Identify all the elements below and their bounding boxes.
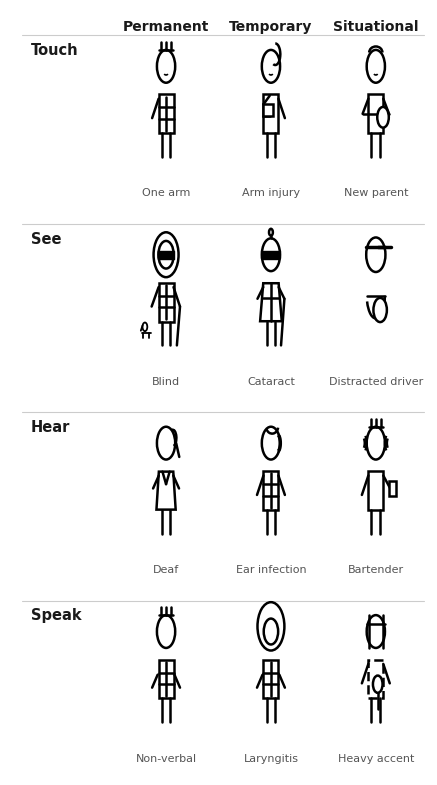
Circle shape xyxy=(262,239,280,271)
Circle shape xyxy=(366,237,385,272)
Polygon shape xyxy=(156,472,176,509)
Circle shape xyxy=(269,229,273,236)
Polygon shape xyxy=(260,283,282,321)
Circle shape xyxy=(367,427,385,459)
Circle shape xyxy=(157,427,175,459)
Bar xyxy=(368,94,383,133)
Text: Hear: Hear xyxy=(31,420,70,435)
Text: Distracted driver: Distracted driver xyxy=(329,377,423,387)
Bar xyxy=(389,481,396,496)
Text: Situational: Situational xyxy=(333,20,419,34)
Text: Cataract: Cataract xyxy=(247,377,295,387)
Bar xyxy=(264,471,278,510)
Text: Laryngitis: Laryngitis xyxy=(243,754,298,764)
Circle shape xyxy=(142,323,147,331)
Circle shape xyxy=(158,241,174,268)
Circle shape xyxy=(262,427,280,459)
Circle shape xyxy=(262,50,280,82)
Text: Permanent: Permanent xyxy=(123,20,209,34)
Text: Arm injury: Arm injury xyxy=(242,188,300,199)
Circle shape xyxy=(373,298,387,322)
Circle shape xyxy=(367,615,385,648)
Text: New parent: New parent xyxy=(343,188,408,199)
Circle shape xyxy=(157,50,175,82)
Bar xyxy=(264,94,278,133)
Bar xyxy=(263,104,273,116)
Circle shape xyxy=(153,232,179,277)
Text: Blind: Blind xyxy=(152,377,180,387)
Bar xyxy=(264,659,278,699)
Bar xyxy=(159,283,173,322)
Text: Bartender: Bartender xyxy=(348,565,404,575)
Bar xyxy=(159,94,173,133)
Text: Deaf: Deaf xyxy=(153,565,179,575)
Circle shape xyxy=(377,107,389,128)
Circle shape xyxy=(257,602,284,651)
Bar xyxy=(368,471,383,510)
Text: Heavy accent: Heavy accent xyxy=(338,754,414,764)
Circle shape xyxy=(367,50,385,82)
Text: See: See xyxy=(31,232,61,246)
Bar xyxy=(159,659,173,699)
Text: Ear infection: Ear infection xyxy=(236,565,306,575)
Text: Touch: Touch xyxy=(31,43,78,58)
Circle shape xyxy=(157,615,175,648)
Circle shape xyxy=(373,676,382,693)
Bar xyxy=(368,659,383,699)
Text: One arm: One arm xyxy=(142,188,190,199)
Text: Speak: Speak xyxy=(31,608,81,623)
Circle shape xyxy=(264,619,278,644)
Text: Non-verbal: Non-verbal xyxy=(135,754,197,764)
Text: Temporary: Temporary xyxy=(229,20,312,34)
